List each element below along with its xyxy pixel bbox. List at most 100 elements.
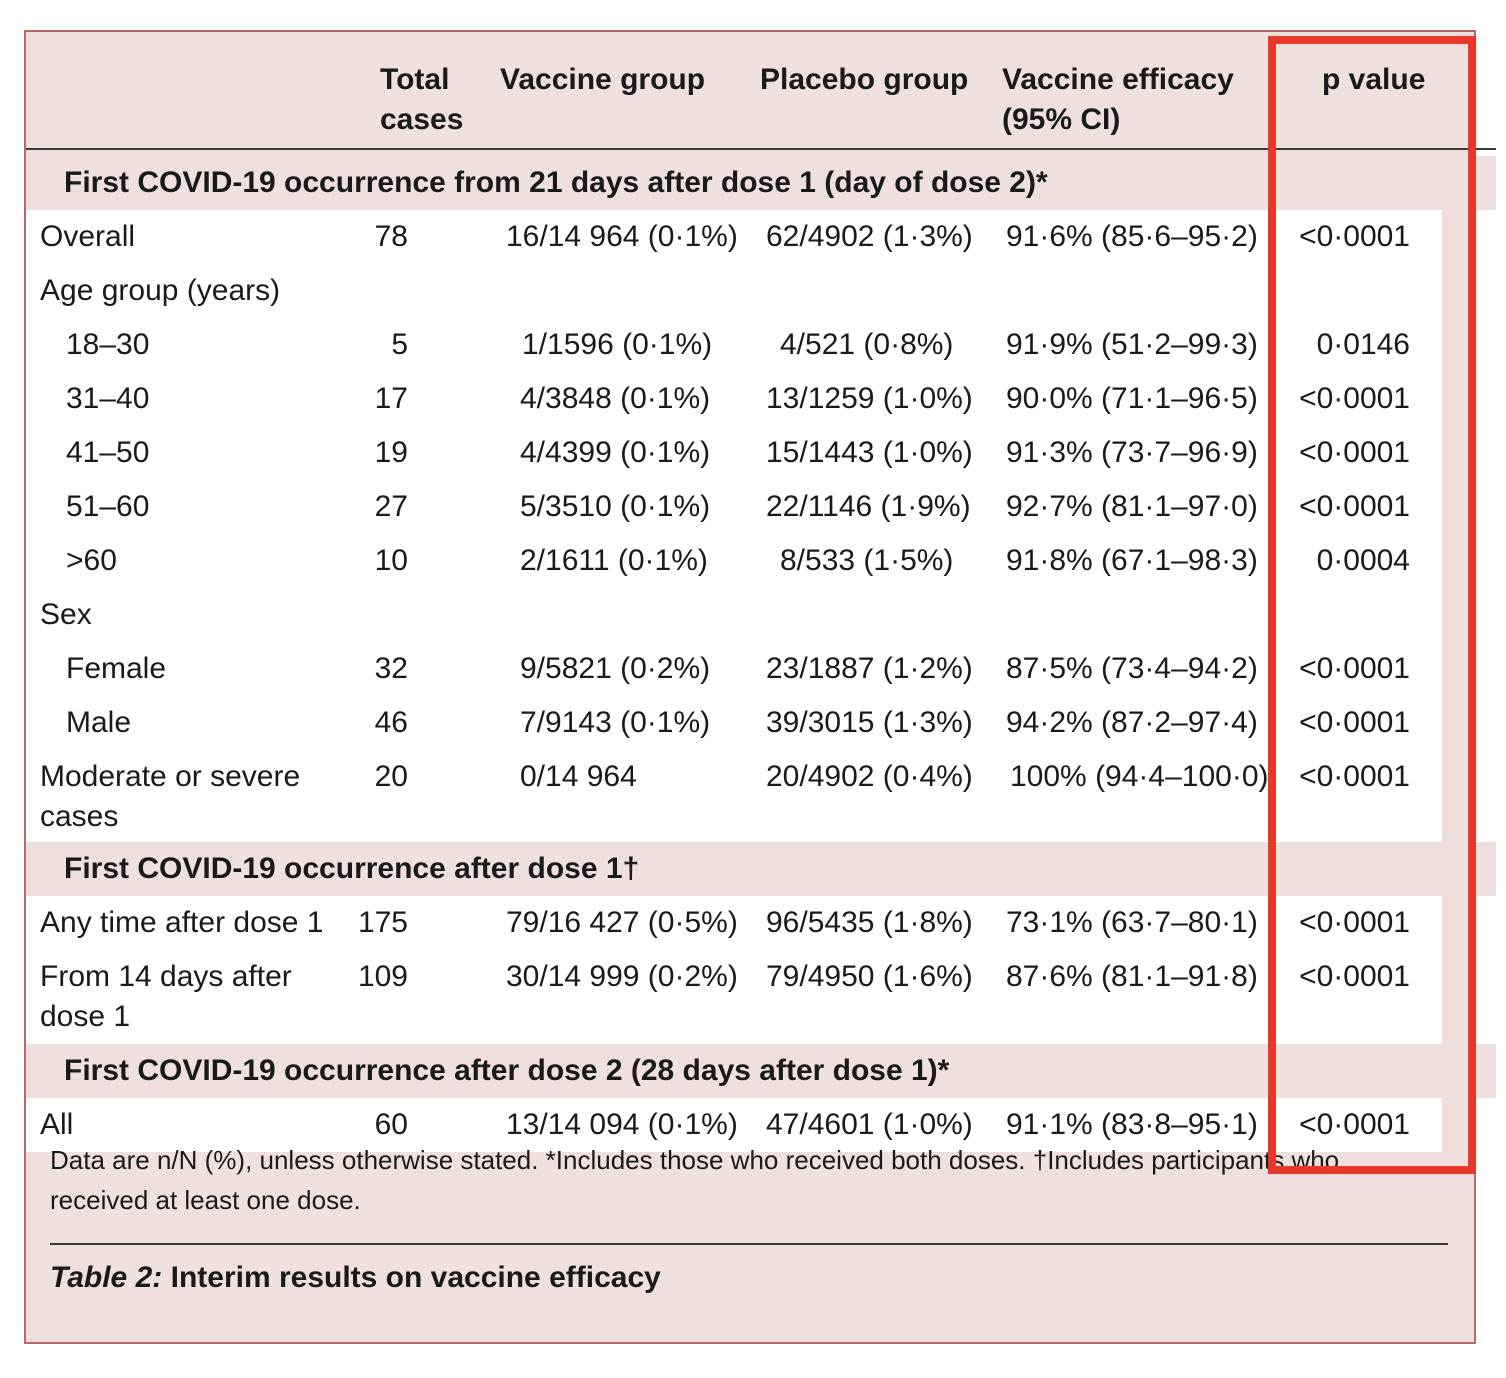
table-row: Overall 78 16/14 964 (0·1%) 62/4902 (1·3… bbox=[26, 210, 1442, 264]
row-label: Age group (years) bbox=[40, 274, 281, 307]
placebo-cell: 4/521 (0·8%) bbox=[780, 328, 954, 361]
vaccine-cell: 9/5821 (0·2%) bbox=[520, 652, 711, 685]
placebo-cell: 8/533 (1·5%) bbox=[780, 544, 954, 577]
table-row: Moderate or severe cases 20 0/14 964 20/… bbox=[26, 750, 1442, 842]
table-row: All 60 13/14 094 (0·1%) 47/4601 (1·0%) 9… bbox=[26, 1098, 1442, 1152]
vaccine-cell: 7/9143 (0·1%) bbox=[520, 706, 711, 739]
vaccine-cell: 30/14 999 (0·2%) bbox=[506, 960, 738, 993]
header-p-value: p value bbox=[1322, 63, 1426, 96]
efficacy-cell: 91·1% (83·8–95·1) bbox=[1006, 1108, 1258, 1141]
p-value-cell: <0·0001 bbox=[1299, 382, 1410, 415]
row-label: Any time after dose 1 bbox=[40, 906, 324, 939]
section-title: First COVID-19 occurrence after dose 2 (… bbox=[64, 1054, 950, 1087]
section-body: Overall 78 16/14 964 (0·1%) 62/4902 (1·3… bbox=[26, 210, 1442, 842]
total-cases-cell: 60 bbox=[374, 1108, 408, 1141]
vaccine-cell: 0/14 964 bbox=[520, 760, 637, 793]
row-label: Male bbox=[66, 706, 132, 739]
row-label: 31–40 bbox=[66, 382, 150, 415]
p-value-cell: <0·0001 bbox=[1299, 652, 1410, 685]
header-placebo-group: Placebo group bbox=[760, 63, 969, 96]
vaccine-cell: 4/3848 (0·1%) bbox=[520, 382, 711, 415]
efficacy-cell: 73·1% (63·7–80·1) bbox=[1006, 906, 1258, 939]
section-title: First COVID-19 occurrence after dose 1† bbox=[64, 852, 640, 885]
table-row: Female 32 9/5821 (0·2%) 23/1887 (1·2%) 8… bbox=[26, 642, 1442, 696]
header-vaccine-efficacy: Vaccine efficacy (95% CI) bbox=[1002, 63, 1234, 136]
caption-text: Interim results on vaccine efficacy bbox=[170, 1261, 661, 1294]
p-value-cell: <0·0001 bbox=[1299, 760, 1410, 793]
placebo-cell: 13/1259 (1·0%) bbox=[766, 382, 973, 415]
row-label: All bbox=[40, 1108, 74, 1141]
efficacy-cell: 92·7% (81·1–97·0) bbox=[1006, 490, 1258, 523]
vaccine-cell: 79/16 427 (0·5%) bbox=[506, 906, 738, 939]
total-cases-cell: 10 bbox=[374, 544, 408, 577]
p-value-cell: <0·0001 bbox=[1299, 906, 1410, 939]
p-value-cell: <0·0001 bbox=[1299, 960, 1410, 993]
placebo-cell: 79/4950 (1·6%) bbox=[766, 960, 973, 993]
total-cases-cell: 46 bbox=[374, 706, 408, 739]
efficacy-cell: 90·0% (71·1–96·5) bbox=[1006, 382, 1258, 415]
table-row: From 14 days after dose 1 109 30/14 999 … bbox=[26, 950, 1442, 1044]
row-label: Overall bbox=[40, 220, 136, 253]
total-cases-cell: 78 bbox=[374, 220, 408, 253]
placebo-cell: 39/3015 (1·3%) bbox=[766, 706, 973, 739]
row-label: >60 bbox=[66, 544, 117, 577]
total-cases-cell: 19 bbox=[374, 436, 408, 469]
p-value-cell: <0·0001 bbox=[1299, 220, 1410, 253]
caption-divider bbox=[50, 1243, 1448, 1245]
row-label: 51–60 bbox=[66, 490, 150, 523]
table-row: 51–60 27 5/3510 (0·1%) 22/1146 (1·9%) 92… bbox=[26, 480, 1442, 534]
row-label: 18–30 bbox=[66, 328, 150, 361]
table-row: Age group (years) bbox=[26, 264, 1442, 318]
placebo-cell: 96/5435 (1·8%) bbox=[766, 906, 973, 939]
header-vaccine-group: Vaccine group bbox=[500, 63, 706, 96]
vaccine-cell: 13/14 094 (0·1%) bbox=[506, 1108, 738, 1141]
total-cases-cell: 17 bbox=[374, 382, 408, 415]
p-value-cell: 0·0004 bbox=[1316, 544, 1410, 577]
total-cases-cell: 109 bbox=[357, 960, 408, 993]
p-value-cell: 0·0146 bbox=[1316, 328, 1410, 361]
vaccine-cell: 16/14 964 (0·1%) bbox=[506, 220, 738, 253]
total-cases-cell: 5 bbox=[391, 328, 408, 361]
placebo-cell: 47/4601 (1·0%) bbox=[766, 1108, 973, 1141]
table-row: >60 10 2/1611 (0·1%) 8/533 (1·5%) 91·8% … bbox=[26, 534, 1442, 588]
total-cases-cell: 20 bbox=[374, 760, 408, 793]
section-title-bar: First COVID-19 occurrence from 21 days a… bbox=[26, 156, 1496, 210]
total-cases-cell: 32 bbox=[374, 652, 408, 685]
efficacy-cell: 91·8% (67·1–98·3) bbox=[1006, 544, 1258, 577]
placebo-cell: 23/1887 (1·2%) bbox=[766, 652, 973, 685]
row-label: Female bbox=[66, 652, 167, 685]
placebo-cell: 15/1443 (1·0%) bbox=[766, 436, 973, 469]
vaccine-cell: 2/1611 (0·1%) bbox=[520, 544, 708, 577]
section-body: All 60 13/14 094 (0·1%) 47/4601 (1·0%) 9… bbox=[26, 1098, 1442, 1152]
p-value-cell: <0·0001 bbox=[1299, 1108, 1410, 1141]
p-value-cell: <0·0001 bbox=[1299, 436, 1410, 469]
section-title-bar: First COVID-19 occurrence after dose 1† bbox=[26, 842, 1496, 896]
placebo-cell: 22/1146 (1·9%) bbox=[766, 490, 971, 523]
caption-prefix: Table 2: bbox=[50, 1261, 163, 1294]
table-row: 18–30 5 1/1596 (0·1%) 4/521 (0·8%) 91·9%… bbox=[26, 318, 1442, 372]
placebo-cell: 62/4902 (1·3%) bbox=[766, 220, 973, 253]
placebo-cell: 20/4902 (0·4%) bbox=[766, 760, 973, 793]
table-footnote: Data are n/N (%), unless otherwise state… bbox=[50, 1145, 1340, 1215]
p-value-cell: <0·0001 bbox=[1299, 706, 1410, 739]
efficacy-cell: 100% (94·4–100·0) bbox=[1010, 760, 1269, 793]
efficacy-cell: 87·6% (81·1–91·8) bbox=[1006, 960, 1258, 993]
section-title: First COVID-19 occurrence from 21 days a… bbox=[64, 166, 1048, 199]
p-value-highlight-box bbox=[1268, 36, 1476, 1174]
table-row: Male 46 7/9143 (0·1%) 39/3015 (1·3%) 94·… bbox=[26, 696, 1442, 750]
table-row: 41–50 19 4/4399 (0·1%) 15/1443 (1·0%) 91… bbox=[26, 426, 1442, 480]
vaccine-cell: 5/3510 (0·1%) bbox=[520, 490, 711, 523]
efficacy-cell: 87·5% (73·4–94·2) bbox=[1006, 652, 1258, 685]
table-header: Total cases Vaccine group Placebo group … bbox=[26, 30, 1496, 150]
table-caption: Table 2: Interim results on vaccine effi… bbox=[50, 1256, 661, 1300]
row-label: From 14 days after dose 1 bbox=[40, 960, 292, 1033]
efficacy-cell: 91·9% (51·2–99·3) bbox=[1006, 328, 1258, 361]
p-value-cell: <0·0001 bbox=[1299, 490, 1410, 523]
efficacy-cell: 91·6% (85·6–95·2) bbox=[1006, 220, 1258, 253]
vaccine-cell: 4/4399 (0·1%) bbox=[520, 436, 711, 469]
section-title-bar: First COVID-19 occurrence after dose 2 (… bbox=[26, 1044, 1496, 1098]
vaccine-cell: 1/1596 (0·1%) bbox=[522, 328, 713, 361]
section-body: Any time after dose 1 175 79/16 427 (0·5… bbox=[26, 896, 1442, 1044]
table-row: Any time after dose 1 175 79/16 427 (0·5… bbox=[26, 896, 1442, 950]
row-label: 41–50 bbox=[66, 436, 150, 469]
